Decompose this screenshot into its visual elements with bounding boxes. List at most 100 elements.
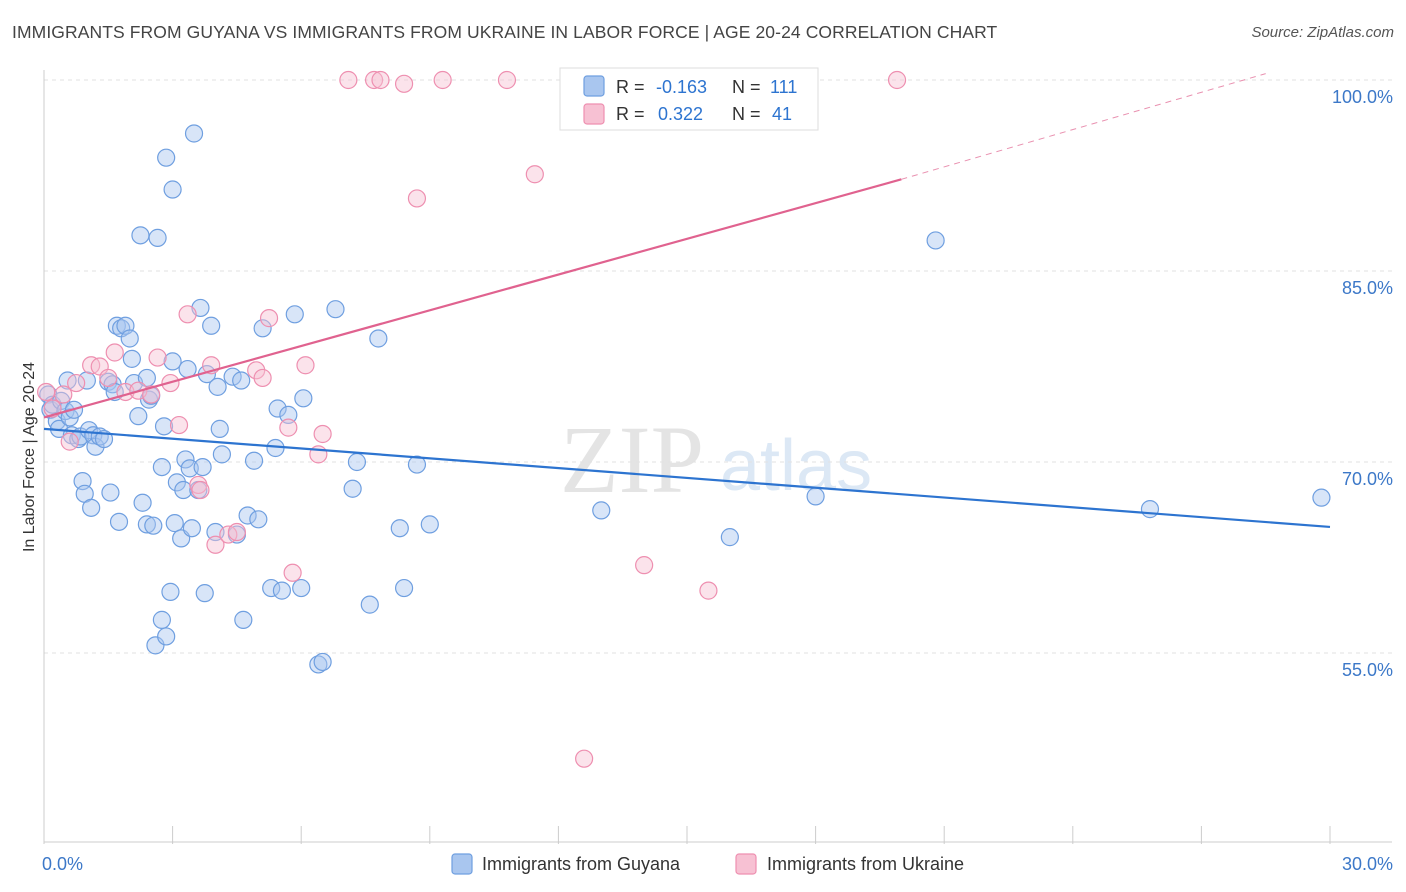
axes <box>43 70 1392 844</box>
trendline-ukraine <box>43 178 902 419</box>
point-guyana-85 <box>294 389 313 408</box>
point-guyana-89 <box>343 479 362 498</box>
stats-legend-r-value-ukraine: 0.322 <box>658 104 703 124</box>
y-tick-label-0: 100.0% <box>1332 87 1393 107</box>
point-ukraine-19 <box>206 535 225 554</box>
point-ukraine-0 <box>37 382 56 402</box>
point-ukraine-36 <box>497 70 517 90</box>
point-ukraine-7 <box>99 368 118 388</box>
point-guyana-99 <box>806 487 825 506</box>
point-guyana-65 <box>202 316 221 335</box>
trendlines <box>43 73 1331 529</box>
point-ukraine-4 <box>67 373 86 393</box>
y-tick-label-2: 70.0% <box>1342 469 1393 489</box>
point-guyana-94 <box>394 578 414 598</box>
point-guyana-52 <box>167 473 186 492</box>
point-ukraine-8 <box>105 343 124 362</box>
legend-label-ukraine: Immigrants from Ukraine <box>767 854 964 874</box>
point-guyana-46 <box>157 627 176 646</box>
legend-swatch-guyana <box>451 853 473 875</box>
point-guyana-93 <box>390 519 409 538</box>
point-guyana-84 <box>292 578 311 598</box>
point-guyana-78 <box>262 578 281 598</box>
y-axis-label: In Labor Force | Age 20-24 <box>21 362 38 552</box>
point-guyana-55 <box>176 450 195 469</box>
point-ukraine-33 <box>394 74 414 93</box>
point-guyana-45 <box>154 417 174 436</box>
point-guyana-47 <box>157 148 176 167</box>
point-guyana-17 <box>82 498 101 517</box>
point-guyana-74 <box>238 506 257 525</box>
legend-label-guyana: Immigrants from Guyana <box>482 854 681 874</box>
chart-title: IMMIGRANTS FROM GUYANA VS IMMIGRANTS FRO… <box>12 22 998 42</box>
point-guyana-95 <box>407 455 427 474</box>
bottom-legend: Immigrants from Guyana Immigrants from U… <box>451 853 964 875</box>
point-guyana-101 <box>1140 500 1160 519</box>
series-guyana-points <box>39 124 1331 674</box>
point-guyana-87 <box>313 652 332 672</box>
point-guyana-72 <box>232 371 251 390</box>
legend-swatch-ukraine <box>735 853 757 875</box>
point-guyana-34 <box>131 226 150 245</box>
point-guyana-40 <box>144 516 163 535</box>
point-guyana-51 <box>165 514 184 533</box>
point-guyana-81 <box>272 581 292 600</box>
point-guyana-49 <box>163 180 182 199</box>
point-guyana-62 <box>193 457 212 477</box>
point-ukraine-37 <box>525 165 544 184</box>
point-guyana-102 <box>1312 488 1331 507</box>
point-ukraine-38 <box>575 749 594 768</box>
point-ukraine-29 <box>313 424 332 444</box>
point-guyana-80 <box>268 399 287 418</box>
point-guyana-83 <box>285 305 304 324</box>
stats-legend-r-value-guyana: -0.163 <box>656 77 707 97</box>
point-guyana-35 <box>133 493 152 512</box>
point-ukraine-35 <box>433 70 452 90</box>
point-guyana-70 <box>223 367 242 386</box>
point-guyana-37 <box>137 368 156 388</box>
point-guyana-98 <box>720 528 739 547</box>
point-ukraine-21 <box>227 522 246 542</box>
point-guyana-50 <box>163 352 182 371</box>
point-ukraine-34 <box>407 189 427 208</box>
watermark-atlas: atlas <box>720 426 872 506</box>
stats-legend-r-label-ukraine: R = <box>616 104 645 124</box>
point-guyana-30 <box>120 329 139 348</box>
point-guyana-58 <box>182 519 201 538</box>
point-guyana-48 <box>161 582 180 601</box>
point-guyana-42 <box>148 228 167 247</box>
point-ukraine-32 <box>371 70 390 90</box>
point-ukraine-30 <box>339 70 358 90</box>
point-guyana-82 <box>279 405 298 424</box>
point-ukraine-12 <box>148 348 167 367</box>
point-guyana-44 <box>152 457 171 477</box>
point-guyana-43 <box>152 610 171 629</box>
point-guyana-18 <box>84 426 103 445</box>
stats-legend-n-value-ukraine: 41 <box>772 104 792 124</box>
point-ukraine-11 <box>142 385 161 404</box>
stats-legend-n-value-guyana: 111 <box>770 77 797 97</box>
point-guyana-63 <box>195 584 214 603</box>
point-guyana-67 <box>208 377 227 396</box>
point-guyana-91 <box>360 595 379 614</box>
point-ukraine-27 <box>296 356 315 375</box>
point-ukraine-15 <box>178 305 197 324</box>
watermark-zip: ZIP <box>560 406 704 513</box>
chart-source: Source: ZipAtlas.com <box>1251 24 1394 41</box>
point-guyana-96 <box>420 515 439 534</box>
point-ukraine-42 <box>699 581 718 600</box>
point-guyana-59 <box>184 124 204 143</box>
stats-legend-n-label-ukraine: N = <box>732 104 761 124</box>
point-guyana-75 <box>244 451 264 470</box>
stats-legend: R = -0.163 N = 111 R = 0.322 N = 41 <box>559 67 819 131</box>
stats-legend-swatch-ukraine <box>583 103 605 125</box>
trendline-ukraine-extension <box>901 73 1266 180</box>
point-guyana-90 <box>347 452 367 472</box>
point-ukraine-24 <box>259 309 279 328</box>
point-guyana-69 <box>212 445 231 464</box>
y-tick-label-1: 85.0% <box>1342 278 1393 298</box>
x-tick-label-1: 30.0% <box>1342 854 1393 874</box>
point-ukraine-3 <box>60 432 79 451</box>
y-tick-labels: 100.0% 85.0% 70.0% 55.0% <box>1332 87 1393 680</box>
